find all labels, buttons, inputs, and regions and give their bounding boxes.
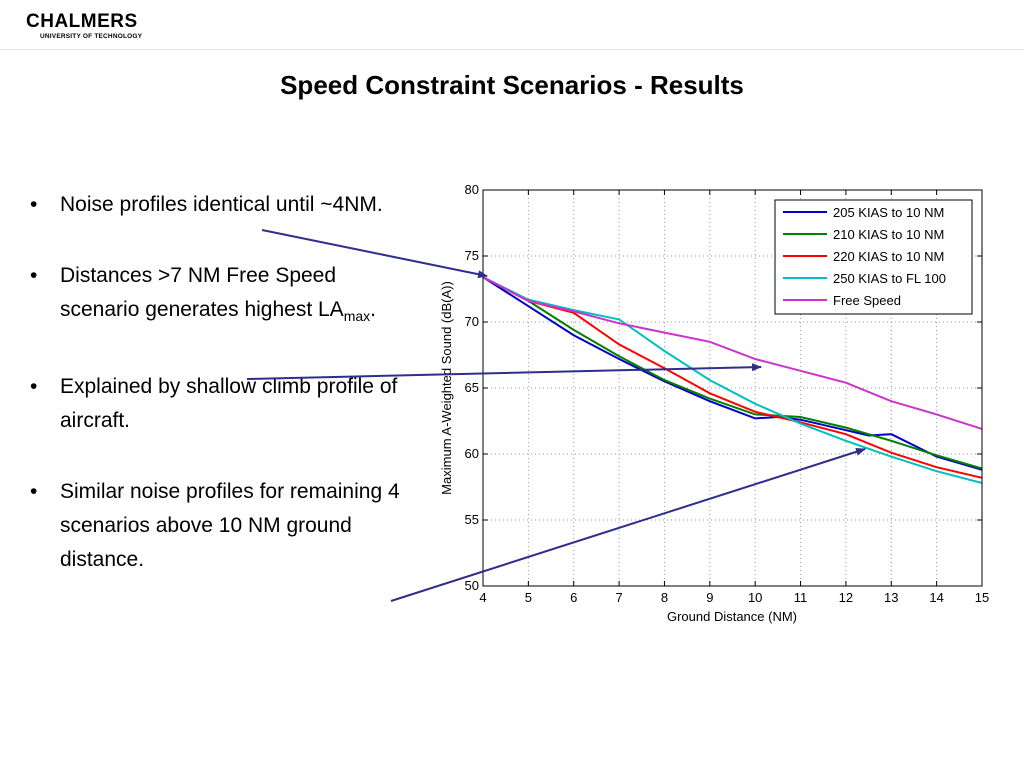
series-lines <box>482 276 983 484</box>
logo-subtitle: UNIVERSITY OF TECHNOLOGY <box>40 33 143 40</box>
y-axis-label: Maximum A-Weighted Sound (dB(A)) <box>439 281 454 495</box>
y-tick-label: 70 <box>465 314 479 329</box>
x-tick-label: 10 <box>748 590 762 605</box>
bullet-item-3: • Explained by shallow climb profile of … <box>30 370 410 438</box>
legend-entry: 210 KIAS to 10 NM <box>833 227 944 242</box>
series-line <box>482 276 983 430</box>
x-tick-label: 11 <box>794 590 808 605</box>
bullet-icon: • <box>30 264 38 287</box>
x-tick-label: 7 <box>615 590 622 605</box>
series-line <box>482 276 983 484</box>
x-tick-label: 5 <box>525 590 532 605</box>
bullet-icon: • <box>30 480 38 504</box>
y-tick-label: 65 <box>465 380 479 395</box>
x-axis-label: Ground Distance (NM) <box>667 609 797 624</box>
x-tick-label: 12 <box>839 590 853 605</box>
plot-area <box>483 190 982 586</box>
y-tick-label: 80 <box>465 182 479 197</box>
plot-frame <box>482 189 983 587</box>
x-tick-label: 4 <box>479 590 486 605</box>
bullet-text: Distances >7 NM Free Speed scenario gene… <box>60 264 344 321</box>
bullet-text: Explained by shallow climb profile of ai… <box>60 375 398 433</box>
bullet-item-2: • Distances >7 NM Free Speed scenario ge… <box>30 259 410 333</box>
bullet-text: Noise profiles identical until ~4NM. <box>60 193 383 216</box>
x-tick-label: 15 <box>975 590 989 605</box>
bullet-list: • Noise profiles identical until ~4NM. •… <box>30 188 410 614</box>
series-line <box>482 276 983 471</box>
logo-name: CHALMERS <box>26 11 138 32</box>
x-tick-label: 14 <box>929 590 943 605</box>
bullet-subscript: max <box>343 308 371 325</box>
series-line <box>482 276 983 470</box>
legend-box <box>774 199 973 315</box>
series-line <box>482 276 983 479</box>
grid <box>483 190 982 586</box>
bullet-icon: • <box>30 375 38 399</box>
bullet-icon: • <box>30 193 38 216</box>
bullet-item-4: • Similar noise profiles for remaining 4… <box>30 475 410 577</box>
x-tick-label: 6 <box>570 590 577 605</box>
header-divider <box>0 49 1024 50</box>
legend-entry: 250 KIAS to FL 100 <box>833 271 946 286</box>
legend-entry: 205 KIAS to 10 NM <box>833 205 944 220</box>
bullet-item-1: • Noise profiles identical until ~4NM. <box>30 188 410 222</box>
x-tick-label: 8 <box>661 590 668 605</box>
bullet-text: Similar noise profiles for remaining 4 s… <box>60 480 400 572</box>
legend: 205 KIAS to 10 NM 210 KIAS to 10 NM 220 KI… <box>774 199 973 315</box>
y-tick-label: 60 <box>465 446 479 461</box>
legend-entry: Free Speed <box>833 293 901 308</box>
y-tick-label: 55 <box>465 512 479 527</box>
x-tick-label: 13 <box>884 590 898 605</box>
annotation-arrow <box>390 447 866 602</box>
chalmers-logo: CHALMERS UNIVERSITY OF TECHNOLOGY <box>26 12 142 41</box>
legend-entry: 220 KIAS to 10 NM <box>833 249 944 264</box>
axis-ticks: 4 5 6 7 8 9 10 11 12 13 14 15 50 55 60 65 70 75 80 <box>465 182 990 605</box>
bullet-text-end: . <box>370 298 376 321</box>
y-tick-label: 75 <box>465 248 479 263</box>
slide-title: Speed Constraint Scenarios - Results <box>280 70 744 100</box>
y-tick-label: 50 <box>465 578 479 593</box>
x-tick-label: 9 <box>706 590 713 605</box>
